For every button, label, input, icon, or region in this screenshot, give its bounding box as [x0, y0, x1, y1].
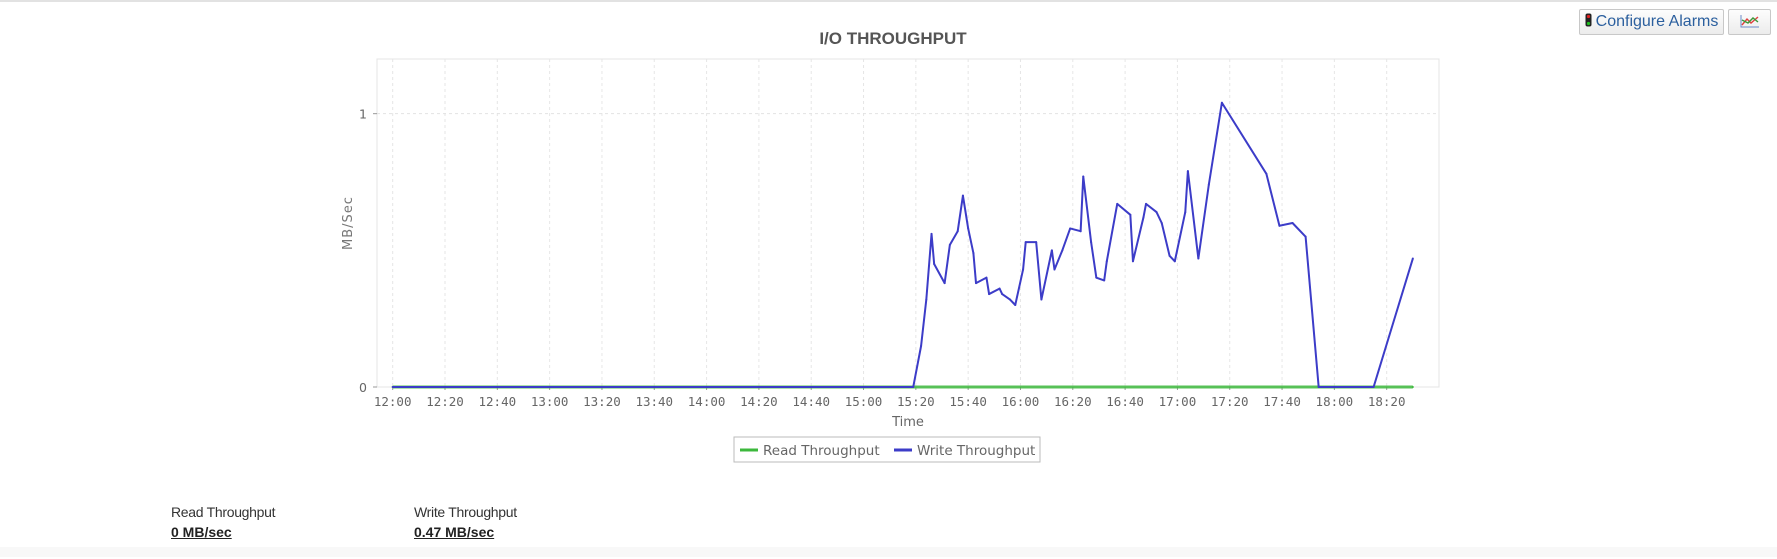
data-point	[1129, 213, 1132, 216]
configure-alarms-button[interactable]: Configure Alarms	[1579, 9, 1724, 35]
write-throughput-value[interactable]: 0.47 MB/sec	[414, 524, 495, 540]
data-point	[1001, 293, 1004, 296]
data-point	[1411, 386, 1414, 388]
data-point	[975, 282, 978, 285]
y-tick-label: 0	[359, 380, 367, 395]
write-throughput-summary: Write Throughput 0.47 MB/sec	[414, 504, 517, 540]
data-point	[1317, 386, 1320, 388]
data-point	[1116, 202, 1119, 205]
data-point	[1050, 249, 1053, 252]
x-tick-label: 13:40	[635, 394, 673, 409]
data-point	[1022, 268, 1025, 271]
data-point	[1160, 222, 1163, 224]
data-point	[391, 386, 394, 388]
data-point	[1265, 172, 1268, 175]
chart-title: I/O THROUGHPUT	[819, 29, 967, 48]
data-point	[1095, 276, 1098, 279]
data-point	[1053, 268, 1056, 271]
data-point	[985, 276, 988, 279]
data-point	[1411, 257, 1414, 260]
x-tick-label: 14:20	[740, 394, 778, 409]
data-point	[920, 345, 923, 347]
data-point	[1090, 241, 1093, 244]
data-point	[1197, 257, 1200, 260]
data-point	[967, 227, 970, 230]
chart-type-button[interactable]	[1728, 9, 1771, 35]
footer-area	[0, 547, 1777, 557]
data-point	[1079, 230, 1082, 233]
data-point	[1035, 241, 1038, 244]
x-tick-label: 18:20	[1368, 394, 1406, 409]
x-axis-label: Time	[891, 415, 924, 430]
data-point	[1184, 211, 1187, 214]
data-point	[933, 263, 936, 265]
data-point	[1040, 298, 1043, 301]
x-tick-label: 16:00	[1002, 394, 1040, 409]
read-throughput-summary: Read Throughput 0 MB/sec	[171, 504, 276, 540]
data-point	[1304, 235, 1307, 238]
traffic-light-icon	[1585, 13, 1592, 32]
data-point	[930, 232, 933, 235]
data-point	[1155, 211, 1158, 214]
read-throughput-value[interactable]: 0 MB/sec	[171, 524, 232, 540]
x-tick-label: 15:00	[845, 394, 883, 409]
write-throughput-label: Write Throughput	[414, 504, 517, 520]
data-point	[925, 298, 928, 301]
legend-label: Read Throughput	[763, 443, 880, 459]
configure-alarms-label: Configure Alarms	[1595, 13, 1719, 30]
x-tick-label: 17:40	[1263, 394, 1301, 409]
data-point	[1014, 304, 1017, 306]
data-point	[1291, 222, 1294, 224]
data-point	[1173, 260, 1176, 263]
legend-box	[733, 436, 1041, 463]
x-tick-label: 14:40	[792, 394, 830, 409]
x-tick-label: 18:00	[1316, 394, 1354, 409]
data-point	[1145, 202, 1148, 205]
series-line-write	[392, 101, 1414, 388]
data-point	[912, 386, 915, 388]
data-point	[1142, 216, 1145, 219]
data-point	[1278, 224, 1281, 227]
data-point	[1220, 101, 1223, 104]
legend-label: Write Throughput	[917, 443, 1035, 459]
x-tick-label: 13:20	[583, 394, 621, 409]
data-point	[961, 194, 964, 197]
data-point	[1082, 175, 1085, 178]
x-tick-label: 13:00	[531, 394, 569, 409]
data-point	[1061, 249, 1064, 252]
x-tick-label: 12:40	[479, 394, 517, 409]
x-tick-label: 14:00	[688, 394, 726, 409]
read-throughput-label: Read Throughput	[171, 504, 276, 520]
data-point	[1372, 386, 1375, 388]
data-point	[1105, 260, 1108, 263]
data-point	[1207, 183, 1210, 186]
data-point	[1131, 260, 1134, 263]
x-tick-label: 15:20	[897, 394, 935, 409]
x-tick-label: 17:20	[1211, 394, 1249, 409]
data-point	[1103, 279, 1106, 282]
x-tick-label: 12:00	[374, 394, 412, 409]
data-point	[988, 293, 991, 296]
x-tick-label: 15:40	[949, 394, 987, 409]
data-point	[972, 252, 975, 255]
data-point	[956, 230, 959, 233]
data-point	[1168, 254, 1171, 257]
x-tick-label: 12:20	[426, 394, 464, 409]
data-point	[1186, 170, 1189, 173]
y-axis-label: MB/Sec	[341, 196, 356, 250]
data-point	[1024, 241, 1027, 244]
data-point	[943, 282, 946, 285]
x-tick-label: 17:00	[1159, 394, 1197, 409]
data-point	[948, 243, 951, 246]
y-tick-label: 1	[359, 107, 367, 122]
x-tick-label: 16:20	[1054, 394, 1092, 409]
line-chart-icon	[1740, 13, 1760, 32]
legend: Read Throughput Write Throughput	[733, 436, 1041, 463]
x-tick-label: 16:40	[1106, 394, 1144, 409]
data-point	[1069, 227, 1072, 230]
data-point	[998, 287, 1001, 290]
data-point	[1009, 298, 1012, 301]
